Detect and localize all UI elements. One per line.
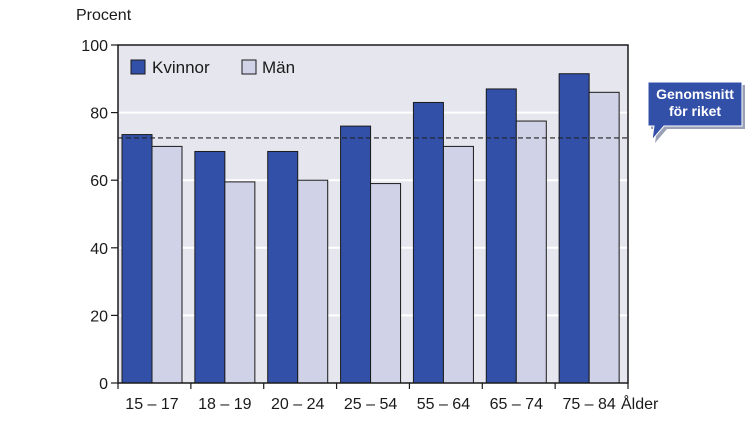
legend-swatch-man (241, 59, 257, 75)
legend: Kvinnor Män (130, 58, 295, 77)
legend-label-kvinnor: Kvinnor (152, 58, 210, 77)
bar-kvinnor (121, 134, 153, 384)
bar-kvinnor (267, 150, 299, 384)
x-tick-label: 25 – 54 (344, 396, 397, 413)
bar-man (442, 145, 474, 384)
bar-man (370, 183, 402, 384)
bars (121, 73, 620, 384)
y-tick-label: 40 (90, 241, 108, 258)
x-axis-title: Ålder (621, 394, 659, 413)
callout-label-line1: Genomsnitt (656, 86, 734, 102)
callout-bubble (647, 81, 743, 142)
bar-man (297, 179, 329, 384)
reference-callout: Genomsnitt för riket (647, 81, 745, 143)
bar-kvinnor (558, 73, 590, 384)
y-axis-title: Procent (76, 7, 132, 24)
bar-man (224, 181, 256, 384)
x-tick-label: 20 – 24 (271, 396, 324, 413)
x-tick-label: 18 – 19 (198, 396, 251, 413)
x-tick-label: 55 – 64 (417, 396, 470, 413)
bar-kvinnor (340, 125, 372, 384)
x-tick-label: 65 – 74 (490, 396, 543, 413)
y-tick-label: 80 (90, 106, 108, 123)
bar-kvinnor (194, 150, 226, 384)
x-axis: 15 – 17 18 – 19 20 – 24 25 – 54 55 – 64 65 – … (117, 383, 629, 413)
y-tick-label: 100 (81, 38, 108, 55)
x-tick-label: 15 – 17 (125, 396, 178, 413)
legend-swatch-kvinnor (130, 59, 146, 75)
y-axis: 0 20 40 60 80 100 (81, 38, 118, 393)
bar-kvinnor (485, 88, 517, 384)
y-tick-label: 60 (90, 173, 108, 190)
bar-man (588, 91, 620, 384)
bar-man (515, 120, 547, 384)
plot-frame (117, 44, 629, 384)
bar-man (151, 145, 183, 384)
bar-kvinnor (412, 101, 444, 384)
callout-label-line2: för riket (669, 103, 721, 119)
y-tick-label: 20 (90, 308, 108, 325)
x-tick-label: 75 – 84 (562, 396, 615, 413)
y-tick-label: 0 (99, 376, 108, 393)
legend-label-man: Män (262, 58, 295, 77)
